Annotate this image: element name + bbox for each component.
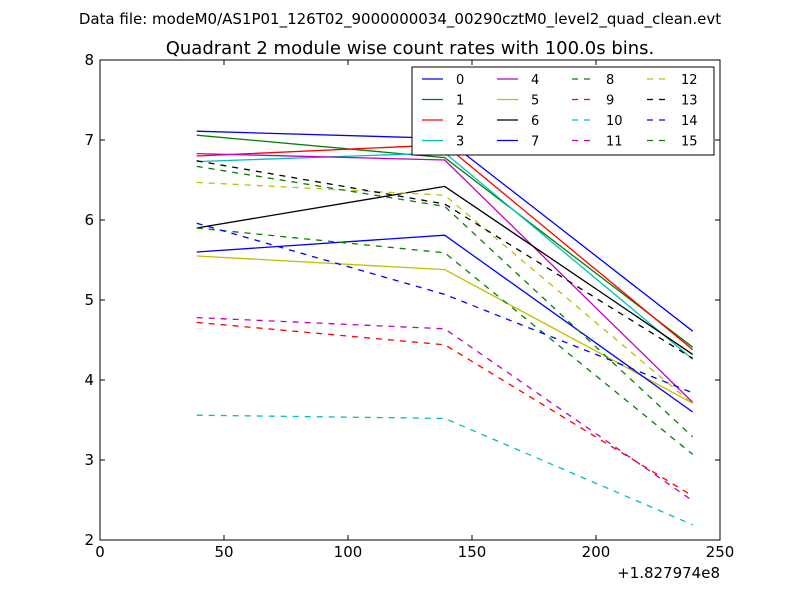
y-tick-label: 5 (84, 291, 94, 309)
chart-title: Quadrant 2 module wise count rates with … (166, 38, 655, 59)
legend-label-6: 6 (531, 114, 539, 129)
legend-label-15: 15 (681, 135, 698, 150)
x-axis-offset-label: +1.827974e8 (617, 564, 720, 582)
legend-label-0: 0 (456, 73, 464, 88)
series-line-6 (196, 185, 694, 355)
legend-label-9: 9 (606, 94, 614, 109)
legend-label-8: 8 (606, 73, 614, 88)
legend-label-14: 14 (681, 114, 698, 129)
y-tick-label: 8 (84, 51, 94, 69)
legend-label-5: 5 (531, 94, 539, 109)
legend-label-4: 4 (531, 73, 539, 88)
legend-label-7: 7 (531, 135, 539, 150)
x-tick-label: 100 (334, 543, 363, 561)
x-tick-label: 250 (706, 543, 735, 561)
series-line-5 (196, 255, 694, 404)
y-tick-label: 6 (84, 211, 94, 229)
y-tick-label: 4 (84, 371, 94, 389)
series-line-13 (196, 160, 694, 359)
plot-frame (99, 59, 721, 541)
legend-label-2: 2 (456, 114, 464, 129)
x-tick-label: 0 (95, 543, 105, 561)
y-tick-label: 3 (84, 451, 94, 469)
series-line-11 (196, 316, 694, 502)
legend-label-11: 11 (606, 135, 623, 150)
x-tick-label: 50 (214, 543, 233, 561)
legend-label-3: 3 (456, 135, 464, 150)
x-tick-label: 200 (582, 543, 611, 561)
figure-suptitle: Data file: modeM0/AS1P01_126T02_90000000… (79, 10, 721, 29)
legend-label-1: 1 (456, 94, 464, 109)
series-line-1 (196, 134, 694, 348)
series-line-4 (196, 152, 694, 403)
y-tick-label: 2 (84, 531, 94, 549)
legend-label-13: 13 (681, 94, 698, 109)
legend-label-10: 10 (606, 114, 623, 129)
y-tick-label: 7 (84, 131, 94, 149)
legend-label-12: 12 (681, 73, 698, 88)
x-tick-label: 150 (458, 543, 487, 561)
series-line-14 (196, 222, 693, 394)
